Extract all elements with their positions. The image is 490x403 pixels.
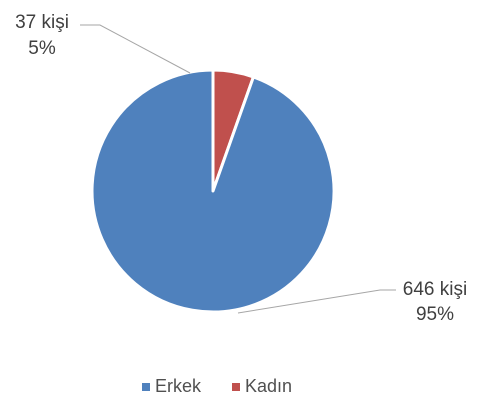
data-label-kadin-count: 37 kişi — [15, 12, 69, 33]
pie-slice-erkek — [90, 68, 336, 314]
leader-line-erkek — [237, 289, 396, 314]
legend-label-kadin: Kadın — [245, 376, 292, 396]
leader-line-kadin — [80, 24, 191, 74]
legend-swatch-kadin — [232, 383, 240, 391]
data-label-erkek-count: 646 kişi — [403, 279, 467, 300]
legend: Erkek Kadın — [142, 376, 292, 396]
legend-label-erkek: Erkek — [155, 376, 202, 396]
data-label-erkek-percent: 95% — [416, 304, 454, 325]
pie-slices — [90, 68, 336, 314]
legend-swatch-erkek — [142, 383, 150, 391]
data-label-kadin-percent: 5% — [28, 38, 56, 59]
